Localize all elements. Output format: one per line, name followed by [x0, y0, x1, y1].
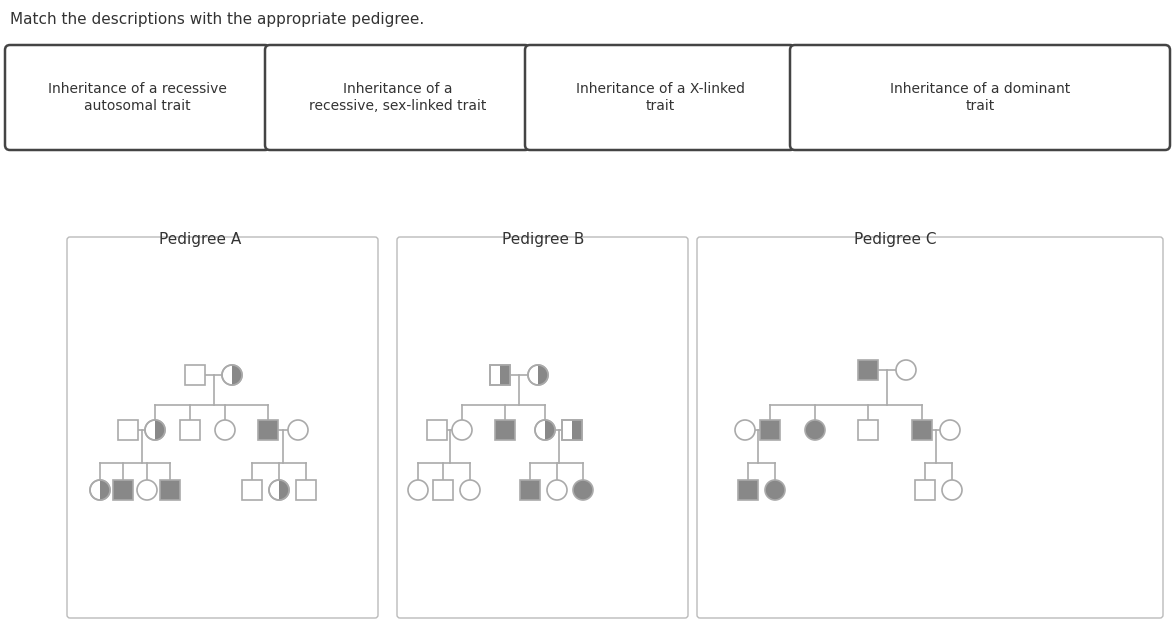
Polygon shape	[501, 365, 510, 385]
Bar	[912, 420, 932, 440]
Circle shape	[528, 365, 548, 385]
Circle shape	[452, 420, 472, 440]
Bar	[495, 420, 515, 440]
Bar	[521, 480, 540, 500]
Text: Inheritance of a
recessive, sex-linked trait: Inheritance of a recessive, sex-linked t…	[309, 82, 486, 112]
Circle shape	[145, 420, 165, 440]
Bar	[427, 420, 446, 440]
Text: Inheritance of a dominant
trait: Inheritance of a dominant trait	[889, 82, 1070, 112]
Polygon shape	[572, 420, 582, 440]
Circle shape	[573, 480, 593, 500]
FancyBboxPatch shape	[67, 237, 378, 618]
Text: Pedigree B: Pedigree B	[502, 232, 584, 247]
FancyBboxPatch shape	[266, 45, 530, 150]
Text: Pedigree C: Pedigree C	[854, 232, 936, 247]
Circle shape	[897, 360, 916, 380]
Bar	[562, 420, 582, 440]
FancyBboxPatch shape	[397, 237, 689, 618]
FancyBboxPatch shape	[525, 45, 795, 150]
Bar	[118, 420, 137, 440]
FancyBboxPatch shape	[790, 45, 1170, 150]
Circle shape	[137, 480, 157, 500]
Text: Inheritance of a X-linked
trait: Inheritance of a X-linked trait	[576, 82, 745, 112]
Text: Inheritance of a recessive
autosomal trait: Inheritance of a recessive autosomal tra…	[48, 82, 227, 112]
FancyBboxPatch shape	[5, 45, 270, 150]
Circle shape	[459, 480, 481, 500]
Bar	[258, 420, 278, 440]
Bar	[184, 365, 204, 385]
Polygon shape	[100, 480, 110, 500]
Bar	[490, 365, 510, 385]
Bar	[490, 365, 510, 385]
Bar	[858, 360, 878, 380]
Circle shape	[215, 420, 235, 440]
Text: Pedigree A: Pedigree A	[159, 232, 241, 247]
Bar	[180, 420, 200, 440]
Polygon shape	[545, 420, 555, 440]
Polygon shape	[155, 420, 164, 440]
Circle shape	[805, 420, 825, 440]
Polygon shape	[538, 365, 548, 385]
Circle shape	[765, 480, 785, 500]
Polygon shape	[231, 365, 242, 385]
Circle shape	[940, 420, 960, 440]
Bar	[296, 480, 316, 500]
Bar	[760, 420, 780, 440]
Bar	[858, 420, 878, 440]
Bar	[915, 480, 935, 500]
Bar	[160, 480, 180, 500]
Bar	[562, 420, 582, 440]
Polygon shape	[278, 480, 289, 500]
Bar	[242, 480, 262, 500]
Circle shape	[90, 480, 110, 500]
Bar	[434, 480, 454, 500]
Circle shape	[736, 420, 756, 440]
Circle shape	[535, 420, 555, 440]
Bar	[113, 480, 133, 500]
Circle shape	[288, 420, 308, 440]
FancyBboxPatch shape	[697, 237, 1163, 618]
Text: Match the descriptions with the appropriate pedigree.: Match the descriptions with the appropri…	[11, 12, 424, 27]
Circle shape	[408, 480, 428, 500]
Bar	[738, 480, 758, 500]
Circle shape	[548, 480, 568, 500]
Circle shape	[222, 365, 242, 385]
Circle shape	[942, 480, 962, 500]
Circle shape	[269, 480, 289, 500]
